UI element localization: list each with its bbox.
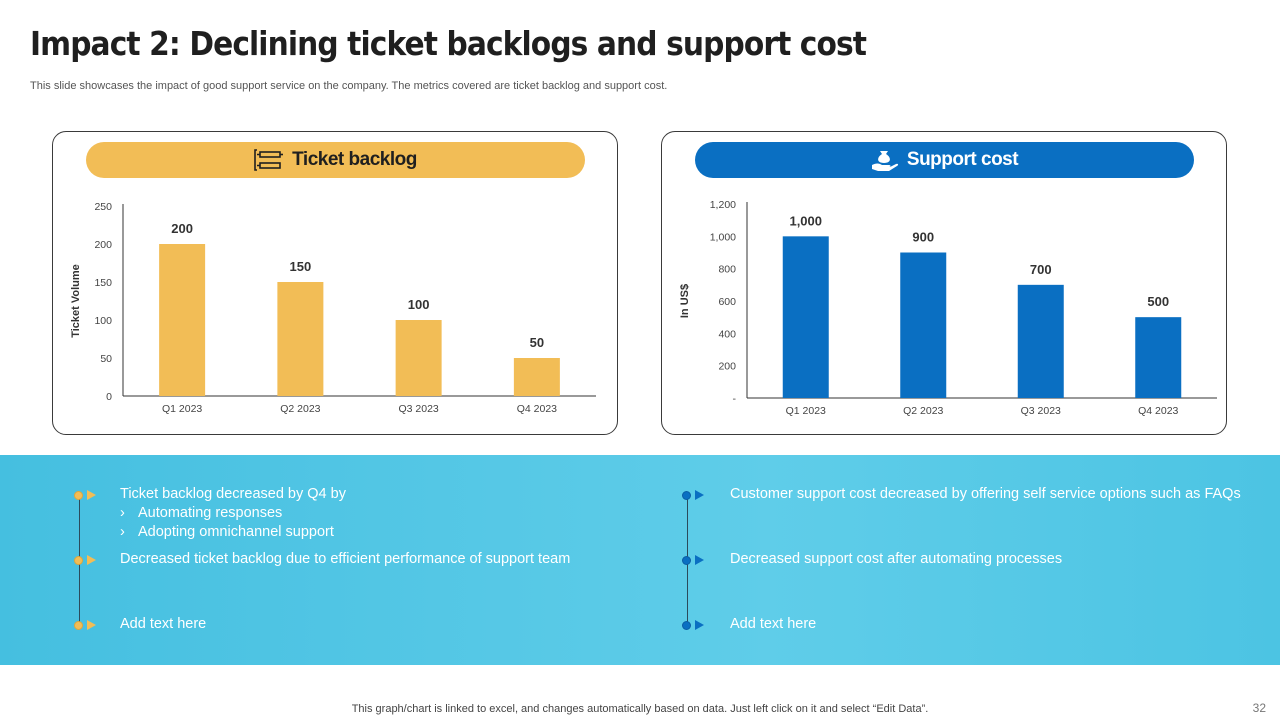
bar xyxy=(159,244,206,396)
left-sub-bullet-2: › Adopting omnichannel support xyxy=(120,523,346,542)
y-tick-label: 600 xyxy=(718,296,736,308)
ticket-backlog-header: Ticket backlog xyxy=(86,142,585,178)
y-tick-label: 100 xyxy=(94,315,112,327)
chevron-right-icon: › xyxy=(120,505,125,521)
left-insights: Ticket backlog decreased by Q4 by › Autom… xyxy=(0,455,640,665)
left-sub-bullet-2-text: Adopting omnichannel support xyxy=(138,524,334,540)
bar-value-label: 200 xyxy=(171,221,193,236)
support-cost-card: Support cost - 200 400 600 800 1,000 1,200 In U… xyxy=(661,131,1227,435)
right-bullet-2: Decreased support cost after automating … xyxy=(730,551,1063,567)
x-tick-label: Q1 2023 xyxy=(162,403,202,415)
page-subtitle: This slide showcases the impact of good … xyxy=(30,80,668,92)
bullet-marker xyxy=(74,490,96,500)
left-sub-bullet-1-text: Automating responses xyxy=(138,505,283,521)
support-cost-title: Support cost xyxy=(906,149,1019,170)
support-cost-chart[interactable]: - 200 400 600 800 1,000 1,200 In US$ 1,000 Q1 202… xyxy=(662,192,1228,436)
y-tick-label: 400 xyxy=(718,328,736,340)
right-bullet-1: Customer support cost decreased by offer… xyxy=(730,486,1241,502)
backlog-icon xyxy=(254,148,284,172)
dot-icon xyxy=(682,490,691,500)
page-number: 32 xyxy=(1252,701,1266,715)
bar xyxy=(395,320,442,396)
triangle-icon xyxy=(87,490,96,500)
dot-icon xyxy=(74,490,83,500)
y-tick-label: 150 xyxy=(94,277,112,289)
footer-note: This graph/chart is linked to excel, and… xyxy=(351,703,929,715)
hand-money-icon xyxy=(871,148,899,172)
bar-value-label: 900 xyxy=(912,230,934,245)
bullet-marker xyxy=(682,620,704,630)
y-tick-label: 800 xyxy=(718,264,736,276)
insights-band: Ticket backlog decreased by Q4 by › Autom… xyxy=(0,455,1280,665)
left-bullet-3[interactable]: Add text here xyxy=(120,616,207,632)
bullet-marker xyxy=(74,620,96,630)
x-tick-label: Q4 2023 xyxy=(1138,405,1178,417)
y-tick-label: 250 xyxy=(94,201,112,213)
triangle-icon xyxy=(695,490,704,500)
triangle-icon xyxy=(87,620,96,630)
x-tick-label: Q2 2023 xyxy=(280,403,320,415)
bullet-marker xyxy=(74,555,96,565)
bar-value-label: 700 xyxy=(1030,262,1052,277)
ticket-backlog-title: Ticket backlog xyxy=(292,149,417,170)
bar xyxy=(1135,317,1182,398)
bullet-marker xyxy=(682,555,704,565)
triangle-icon xyxy=(87,555,96,565)
y-axis-label: In US$ xyxy=(679,284,691,318)
dot-icon xyxy=(74,555,83,565)
bar xyxy=(513,358,560,396)
left-bullet-2: Decreased ticket backlog due to efficien… xyxy=(120,551,571,567)
bar-value-label: 150 xyxy=(290,259,312,274)
y-tick-label: 1,000 xyxy=(710,231,736,243)
right-insights: Customer support cost decreased by offer… xyxy=(640,455,1280,665)
support-cost-header: Support cost xyxy=(695,142,1194,178)
left-bullet-1-text: Ticket backlog decreased by Q4 by xyxy=(120,486,346,502)
dot-icon xyxy=(682,620,691,630)
triangle-icon xyxy=(695,555,704,565)
ticket-backlog-chart[interactable]: 0 50 100 150 200 250 Ticket Volume 200 Q1 2023 15… xyxy=(53,192,619,436)
bar xyxy=(277,282,324,396)
y-tick-label: 200 xyxy=(94,239,112,251)
x-tick-label: Q3 2023 xyxy=(1021,405,1061,417)
triangle-icon xyxy=(695,620,704,630)
left-bullet-1: Ticket backlog decreased by Q4 by › Autom… xyxy=(120,485,346,542)
bar xyxy=(782,236,829,398)
y-axis-label: Ticket Volume xyxy=(70,264,82,338)
page-title: Impact 2: Declining ticket backlogs and … xyxy=(30,24,867,63)
bullet-marker xyxy=(682,490,704,500)
left-sub-bullet-1: › Automating responses xyxy=(120,504,346,523)
x-tick-label: Q4 2023 xyxy=(517,403,557,415)
bar-value-label: 500 xyxy=(1147,294,1169,309)
x-tick-label: Q3 2023 xyxy=(398,403,438,415)
bar xyxy=(1017,284,1064,398)
y-tick-label: 50 xyxy=(100,353,112,365)
bar xyxy=(900,252,947,398)
dot-icon xyxy=(74,620,83,630)
y-tick-label: 1,200 xyxy=(710,199,736,211)
bar-value-label: 50 xyxy=(530,335,544,350)
y-tick-label: - xyxy=(733,393,737,405)
x-tick-label: Q2 2023 xyxy=(903,405,943,417)
x-tick-label: Q1 2023 xyxy=(786,405,826,417)
y-tick-label: 200 xyxy=(718,361,736,373)
dot-icon xyxy=(682,555,691,565)
y-tick-label: 0 xyxy=(106,391,112,403)
right-bullet-3[interactable]: Add text here xyxy=(730,616,817,632)
bar-value-label: 100 xyxy=(408,297,430,312)
ticket-backlog-card: Ticket backlog 0 50 100 150 200 250 Ticket Vol… xyxy=(52,131,618,435)
bar-value-label: 1,000 xyxy=(789,213,822,228)
chevron-right-icon: › xyxy=(120,524,125,540)
